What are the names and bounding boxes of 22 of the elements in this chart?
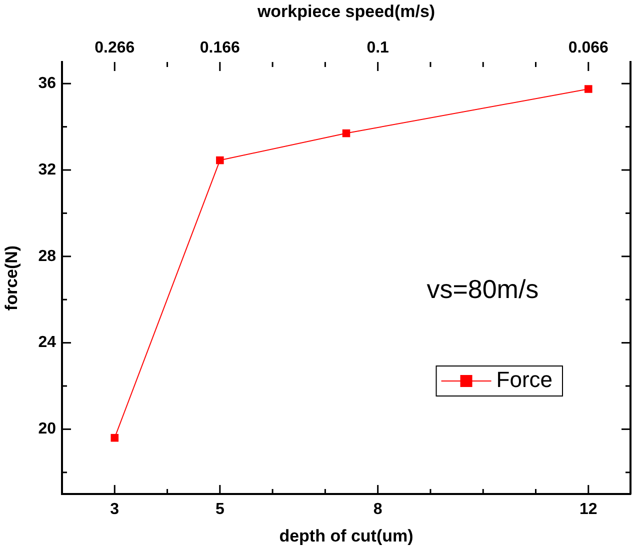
point xyxy=(216,156,224,164)
point xyxy=(584,85,592,93)
y-axis-title: force(N) xyxy=(2,245,21,311)
y-tick-label: 24 xyxy=(38,334,56,352)
annotation: vs=80m/s xyxy=(426,274,539,304)
y-tick-label: 36 xyxy=(38,75,56,92)
point xyxy=(342,129,350,138)
legend-label: Force xyxy=(496,367,553,392)
y-tick-label: 28 xyxy=(38,248,56,265)
y-tick-label: 32 xyxy=(38,161,56,178)
x-tick-label: 12 xyxy=(579,501,598,518)
annotation: 0.066 xyxy=(568,39,609,56)
y-tick-label: 20 xyxy=(38,420,56,438)
annotation: 0.266 xyxy=(94,39,135,56)
x-tick-label: 3 xyxy=(110,501,120,518)
x-tick-label: 8 xyxy=(373,501,382,518)
text: 0.1 xyxy=(366,39,390,56)
x2-axis-title: workpiece speed(m/s) xyxy=(256,2,436,22)
point xyxy=(110,434,119,442)
annotation: 0.166 xyxy=(200,39,240,56)
x-axis-title: depth of cut(um) xyxy=(279,526,414,546)
x-tick-label: 5 xyxy=(215,501,224,518)
